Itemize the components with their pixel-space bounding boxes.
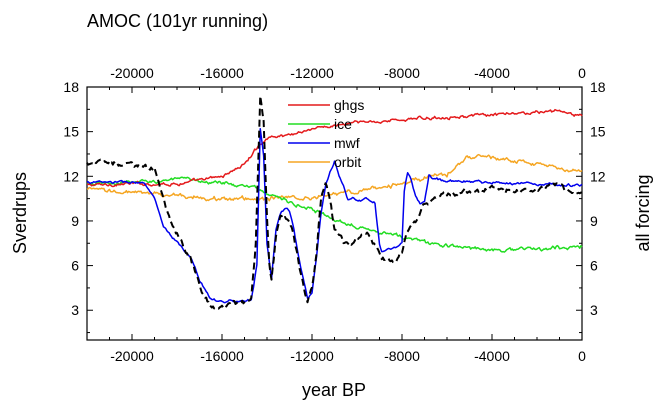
series-line-all-forcing xyxy=(86,94,583,310)
y-tick-label-right: 6 xyxy=(590,258,598,274)
y-tick-label-right: 18 xyxy=(590,79,606,95)
series-line-ghgs xyxy=(86,108,583,188)
y-tick-label-left: 18 xyxy=(63,79,79,95)
chart-title: AMOC (101yr running) xyxy=(87,11,268,31)
x-tick-label-top: -16000 xyxy=(200,65,244,81)
legend-label-ghgs: ghgs xyxy=(334,97,364,113)
y-tick-label-left: 6 xyxy=(71,258,79,274)
ticks-group: -20000 -20000 -16000 -16000 -12000 -12000 -800… xyxy=(63,65,605,364)
y-tick-label-left: 3 xyxy=(71,302,79,318)
y-axis-title-left: Sverdrups xyxy=(10,172,30,254)
series-line-ice xyxy=(86,176,583,253)
y-tick-label-right: 12 xyxy=(590,168,606,184)
x-tick-label-bottom: -4000 xyxy=(474,348,510,364)
y-tick-label-right: 9 xyxy=(590,213,598,229)
x-tick-label-bottom: -20000 xyxy=(110,348,154,364)
x-tick-label-top: -4000 xyxy=(474,65,510,81)
series-line-mwf xyxy=(86,128,583,304)
series-line-orbit xyxy=(86,153,583,202)
curves-group xyxy=(86,94,583,310)
y-axis-title-right: all forcing xyxy=(633,174,653,251)
y-tick-label-right: 15 xyxy=(590,124,606,140)
x-tick-label-bottom: -16000 xyxy=(200,348,244,364)
legend-label-mwf: mwf xyxy=(334,135,360,151)
x-tick-label-top: -8000 xyxy=(384,65,420,81)
x-tick-label-bottom: -8000 xyxy=(384,348,420,364)
x-axis-title: year BP xyxy=(302,380,366,400)
y-tick-label-left: 9 xyxy=(71,213,79,229)
y-tick-label-left: 12 xyxy=(63,168,79,184)
x-tick-label-top: -12000 xyxy=(290,65,334,81)
legend: ghgs ice mwf orbit xyxy=(288,97,364,170)
x-tick-label-top: -20000 xyxy=(110,65,154,81)
y-tick-label-right: 3 xyxy=(590,302,598,318)
y-tick-label-left: 15 xyxy=(63,124,79,140)
x-tick-label-top: 0 xyxy=(578,65,586,81)
x-tick-label-bottom: 0 xyxy=(578,348,586,364)
legend-label-ice: ice xyxy=(334,116,352,132)
legend-label-orbit: orbit xyxy=(334,154,361,170)
x-tick-label-bottom: -12000 xyxy=(290,348,334,364)
